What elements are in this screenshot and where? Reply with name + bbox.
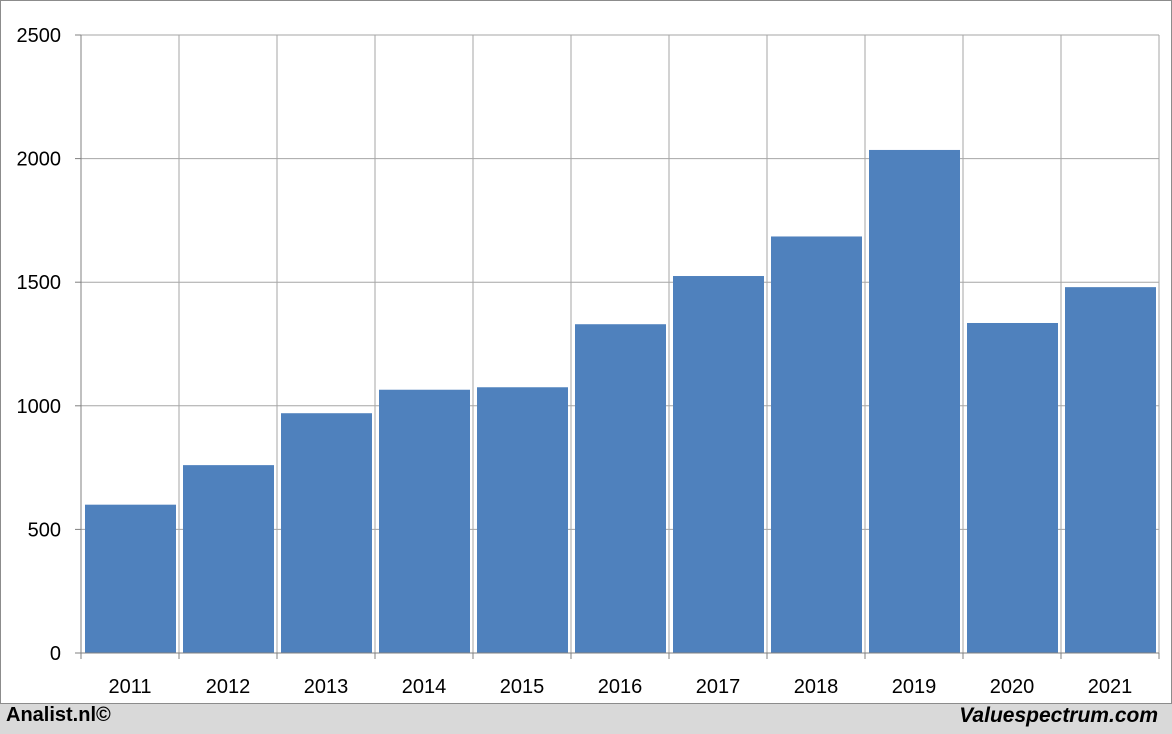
x-tick-label: 2013 [304, 676, 349, 698]
x-tick-labels: 2011 2012 2013 2014 2015 2016 2017 2018 2019 2020… [108, 676, 1132, 698]
y-tick-label: 1000 [17, 396, 62, 418]
bar-2013 [281, 413, 372, 653]
x-tick-label: 2018 [794, 676, 839, 698]
bar-2014 [379, 389, 470, 653]
y-tick-label: 2500 [17, 25, 62, 47]
footer-copyright: Analist.nl© [6, 704, 111, 726]
y-tick-label: 0 [50, 643, 61, 665]
bar-2012 [183, 465, 274, 653]
x-tick-label: 2016 [598, 676, 643, 698]
chart-frame: 0 500 1000 1500 2000 2500 2011 2012 2013 2014 201… [0, 0, 1172, 704]
bar-2015 [477, 387, 568, 653]
x-tick-label: 2011 [108, 676, 151, 698]
bar-2011 [85, 504, 176, 653]
bar-2016 [575, 324, 666, 653]
x-tick-label: 2014 [402, 676, 447, 698]
bar-2018 [771, 236, 862, 653]
x-tick-label: 2020 [990, 676, 1035, 698]
x-tick-label: 2012 [206, 676, 251, 698]
bar-2019 [869, 149, 960, 653]
x-tick-label: 2015 [500, 676, 545, 698]
bar-2017 [673, 276, 764, 653]
y-tick-label: 1500 [17, 272, 62, 294]
y-tick-label: 2000 [17, 149, 62, 171]
footer-source: Valuespectrum.com [959, 704, 1158, 727]
gridlines [81, 34, 1160, 653]
axes [75, 34, 1160, 659]
bar-2020 [967, 322, 1058, 653]
x-tick-label: 2019 [892, 676, 937, 698]
bars [85, 149, 1156, 653]
x-tick-label: 2017 [696, 676, 741, 698]
bar-2021 [1065, 287, 1156, 653]
x-tick-label: 2021 [1088, 676, 1133, 698]
y-tick-label: 500 [28, 519, 61, 541]
y-tick-labels: 0 500 1000 1500 2000 2500 [17, 25, 62, 665]
